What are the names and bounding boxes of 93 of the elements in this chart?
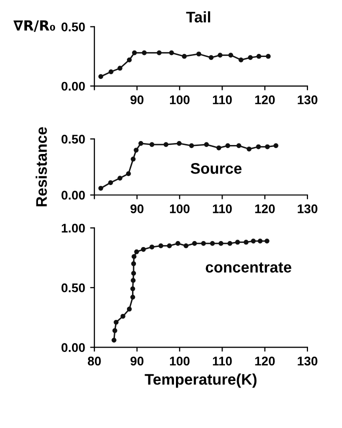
x-tick-label: 90 xyxy=(130,356,144,366)
point xyxy=(156,50,162,56)
x-tick-label: 130 xyxy=(298,204,318,214)
point xyxy=(108,180,114,186)
x-tick-label: 110 xyxy=(212,95,232,104)
x-tick-label: 130 xyxy=(298,356,318,366)
chart-title: Tail xyxy=(186,11,210,22)
point xyxy=(142,50,147,56)
point xyxy=(184,243,188,248)
point xyxy=(134,249,140,254)
y-tick-label: 0.00 xyxy=(62,82,85,91)
x-tick-label: 120 xyxy=(255,95,275,104)
point xyxy=(140,246,146,252)
point xyxy=(112,328,118,334)
point xyxy=(196,52,202,56)
point xyxy=(201,241,206,246)
text: ∇R/R₀ xyxy=(13,20,56,32)
x-tick-label: 100 xyxy=(170,204,190,214)
point xyxy=(126,57,132,62)
point xyxy=(130,286,136,292)
point xyxy=(175,241,180,246)
point xyxy=(112,338,116,343)
point xyxy=(208,55,214,60)
point xyxy=(264,238,270,244)
text: Source xyxy=(190,163,242,174)
point xyxy=(189,143,194,148)
point xyxy=(120,314,126,319)
y-tick-label: 0.50 xyxy=(62,22,85,32)
x-tick-label: 110 xyxy=(212,204,232,214)
point xyxy=(130,294,136,300)
point xyxy=(218,241,224,246)
point xyxy=(235,240,240,245)
point xyxy=(192,241,197,246)
point xyxy=(258,238,263,244)
point xyxy=(132,50,137,56)
point xyxy=(228,52,234,58)
y-axis-title: Resistance xyxy=(36,127,47,206)
point xyxy=(256,54,262,59)
point xyxy=(176,140,182,146)
x-tick-label: 100 xyxy=(170,95,190,104)
point xyxy=(132,254,136,259)
point xyxy=(204,142,209,147)
x-tick-label: 130 xyxy=(298,95,318,104)
x-tick-label: 90 xyxy=(130,95,144,104)
text: concentrate xyxy=(206,262,292,273)
point xyxy=(118,66,122,71)
point xyxy=(138,140,144,146)
x-tick-label: 120 xyxy=(255,356,275,366)
point xyxy=(134,148,139,153)
point xyxy=(273,143,278,148)
x-tick-label: 120 xyxy=(255,204,275,214)
point xyxy=(126,171,131,176)
point xyxy=(158,243,164,248)
y-tick-label: 0.00 xyxy=(62,190,85,200)
x-tick-label: 90 xyxy=(130,204,144,214)
point xyxy=(264,144,270,150)
y-tick-label: 0.50 xyxy=(62,283,85,292)
point xyxy=(169,50,174,56)
point xyxy=(238,57,244,62)
point xyxy=(166,243,172,248)
point xyxy=(248,55,253,60)
x-tick-label: 110 xyxy=(212,356,232,366)
x-tick-label: 100 xyxy=(170,356,190,366)
point xyxy=(250,238,256,244)
point xyxy=(98,74,104,79)
point xyxy=(130,156,136,162)
point xyxy=(118,176,122,181)
point xyxy=(266,54,271,59)
point xyxy=(98,186,104,191)
point xyxy=(256,144,261,150)
point xyxy=(149,142,154,147)
point xyxy=(164,142,168,147)
point xyxy=(210,241,215,246)
point xyxy=(218,52,223,58)
y-tick-label: 0.00 xyxy=(62,343,85,352)
point xyxy=(130,278,136,283)
point xyxy=(225,143,230,148)
y-tick-label: 1.00 xyxy=(62,224,85,233)
point xyxy=(114,320,119,325)
point xyxy=(246,146,252,152)
x-axis-title: Temperature(K) xyxy=(144,374,256,388)
point xyxy=(126,306,132,312)
point xyxy=(131,270,136,276)
point xyxy=(244,240,249,245)
point xyxy=(108,69,114,74)
point xyxy=(149,244,154,250)
y-tick-label: 0.50 xyxy=(62,134,85,144)
x-tick-label: 80 xyxy=(88,356,101,366)
point xyxy=(131,261,136,266)
point xyxy=(216,145,222,150)
point xyxy=(227,241,232,246)
point xyxy=(236,143,242,148)
point xyxy=(182,54,187,59)
